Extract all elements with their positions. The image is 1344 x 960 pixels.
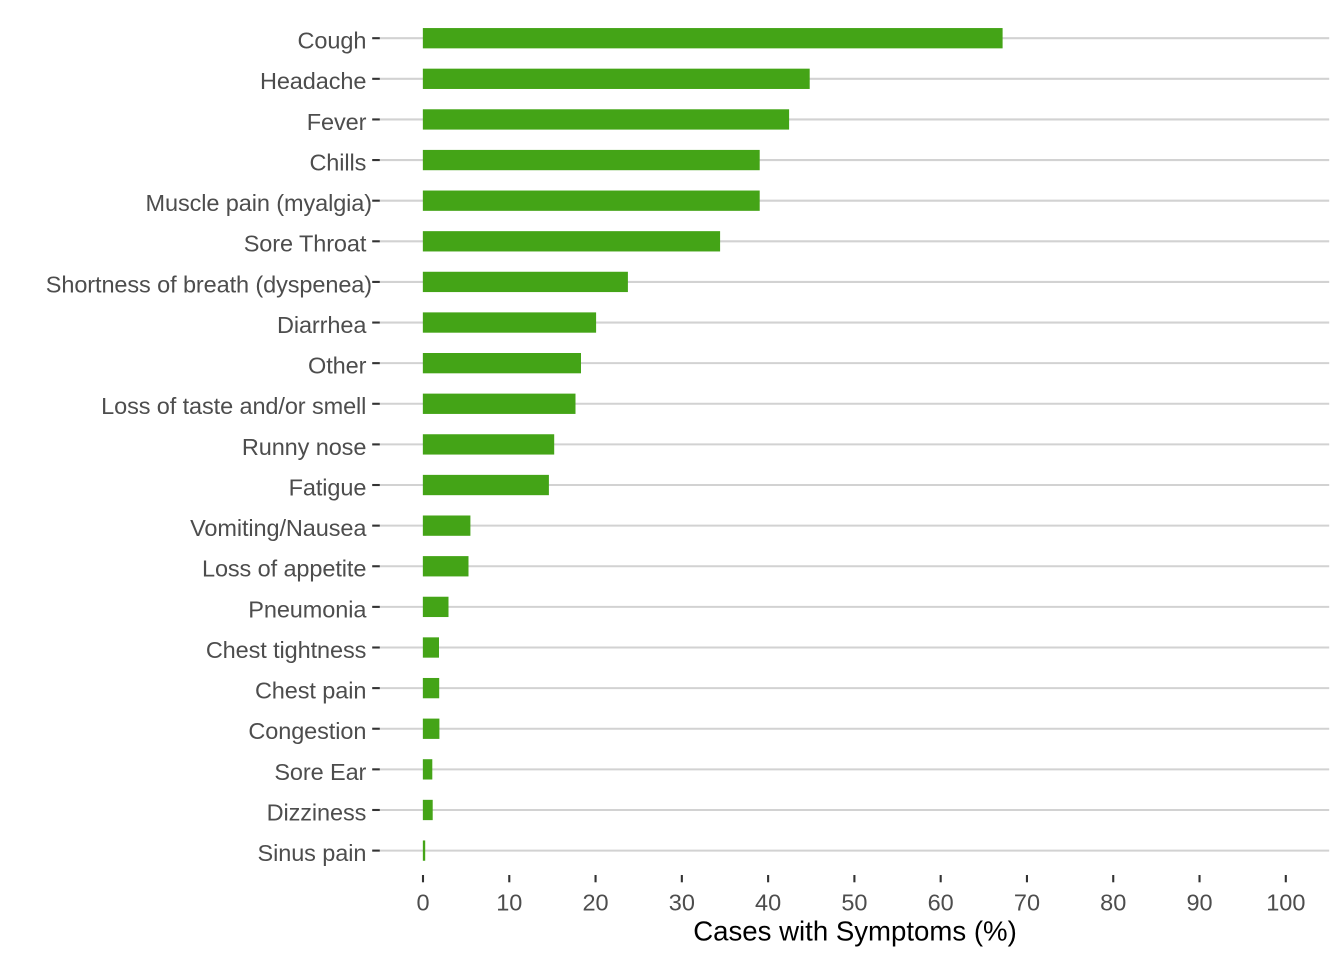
svg-text:40: 40 <box>755 890 781 916</box>
svg-text:Vomiting/Nausea: Vomiting/Nausea <box>190 515 367 541</box>
svg-text:Cases with Symptoms (%): Cases with Symptoms (%) <box>693 915 1017 946</box>
svg-text:80: 80 <box>1100 890 1126 916</box>
svg-text:Runny nose: Runny nose <box>242 434 366 460</box>
svg-text:Diarrhea: Diarrhea <box>277 312 367 338</box>
svg-text:Shortness of breath (dyspenea): Shortness of breath (dyspenea) <box>46 271 372 297</box>
svg-text:0: 0 <box>416 890 429 916</box>
svg-text:60: 60 <box>928 890 954 916</box>
svg-text:Sore Throat: Sore Throat <box>244 231 367 257</box>
svg-text:Loss of taste and/or smell: Loss of taste and/or smell <box>101 393 366 419</box>
svg-text:70: 70 <box>1014 890 1040 916</box>
svg-text:Fatigue: Fatigue <box>289 474 367 500</box>
svg-text:Sore Ear: Sore Ear <box>274 759 366 785</box>
svg-text:90: 90 <box>1186 890 1212 916</box>
svg-text:10: 10 <box>496 890 522 916</box>
svg-text:Loss of appetite: Loss of appetite <box>202 556 366 582</box>
svg-text:Other: Other <box>308 353 367 379</box>
svg-text:20: 20 <box>582 890 608 916</box>
svg-text:Chest pain: Chest pain <box>255 678 366 704</box>
svg-text:Chills: Chills <box>309 149 366 175</box>
svg-text:30: 30 <box>669 890 695 916</box>
svg-text:Cough: Cough <box>298 28 367 54</box>
svg-text:50: 50 <box>841 890 867 916</box>
svg-text:Muscle pain (myalgia): Muscle pain (myalgia) <box>146 190 372 216</box>
svg-text:Fever: Fever <box>307 109 367 135</box>
svg-text:Headache: Headache <box>260 68 366 94</box>
svg-text:Chest tightness: Chest tightness <box>206 637 366 663</box>
svg-text:Dizziness: Dizziness <box>267 799 367 825</box>
svg-text:Sinus pain: Sinus pain <box>258 840 367 866</box>
svg-text:Congestion: Congestion <box>248 718 366 744</box>
svg-text:Pneumonia: Pneumonia <box>248 596 367 622</box>
svg-text:100: 100 <box>1266 890 1305 916</box>
